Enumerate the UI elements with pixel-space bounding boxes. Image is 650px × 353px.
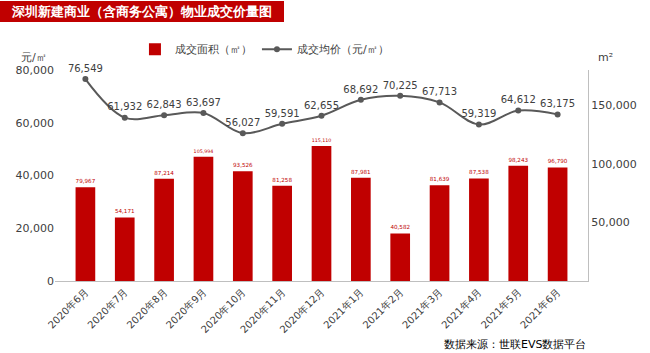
svg-text:67,713: 67,713 bbox=[422, 86, 457, 97]
svg-text:2020年8月: 2020年8月 bbox=[125, 286, 169, 330]
svg-text:2021年4月: 2021年4月 bbox=[439, 286, 483, 330]
svg-text:0: 0 bbox=[47, 275, 54, 288]
svg-text:2020年12月: 2020年12月 bbox=[278, 286, 327, 335]
svg-text:68,692: 68,692 bbox=[343, 84, 378, 95]
svg-text:40,000: 40,000 bbox=[16, 169, 55, 182]
svg-text:80,000: 80,000 bbox=[16, 64, 55, 77]
svg-text:56,027: 56,027 bbox=[225, 117, 260, 128]
svg-text:115,110: 115,110 bbox=[312, 138, 332, 143]
svg-text:2020年11月: 2020年11月 bbox=[238, 286, 287, 335]
svg-text:59,319: 59,319 bbox=[461, 108, 496, 119]
svg-text:64,612: 64,612 bbox=[501, 94, 536, 105]
svg-text:70,225: 70,225 bbox=[383, 80, 418, 91]
svg-text:元/㎡: 元/㎡ bbox=[21, 51, 47, 64]
svg-text:105,994: 105,994 bbox=[194, 149, 214, 154]
svg-text:20,000: 20,000 bbox=[16, 222, 55, 235]
svg-text:m²: m² bbox=[598, 51, 613, 64]
svg-text:2021年3月: 2021年3月 bbox=[400, 286, 444, 330]
svg-text:59,591: 59,591 bbox=[265, 108, 300, 119]
svg-text:2020年6月: 2020年6月 bbox=[46, 286, 90, 330]
svg-text:87,538: 87,538 bbox=[469, 169, 489, 175]
svg-text:40,582: 40,582 bbox=[390, 224, 410, 230]
svg-text:54,171: 54,171 bbox=[115, 208, 135, 214]
svg-text:2021年1月: 2021年1月 bbox=[321, 286, 365, 330]
svg-text:2020年7月: 2020年7月 bbox=[85, 286, 129, 330]
svg-text:数据来源：世联EVS数据平台: 数据来源：世联EVS数据平台 bbox=[444, 338, 586, 351]
svg-text:2021年6月: 2021年6月 bbox=[518, 286, 562, 330]
svg-text:87,214: 87,214 bbox=[154, 170, 174, 176]
svg-text:61,932: 61,932 bbox=[107, 101, 142, 112]
svg-text:96,790: 96,790 bbox=[548, 158, 568, 164]
svg-text:150,000: 150,000 bbox=[591, 99, 637, 112]
svg-text:2020年9月: 2020年9月 bbox=[164, 286, 208, 330]
svg-text:63,175: 63,175 bbox=[540, 98, 575, 109]
svg-text:100,000: 100,000 bbox=[591, 158, 637, 171]
svg-text:81,639: 81,639 bbox=[430, 176, 450, 182]
svg-text:50,000: 50,000 bbox=[591, 216, 630, 229]
svg-text:2021年5月: 2021年5月 bbox=[479, 286, 523, 330]
svg-text:2020年10月: 2020年10月 bbox=[199, 286, 248, 335]
svg-text:87,981: 87,981 bbox=[351, 169, 371, 175]
svg-text:62,843: 62,843 bbox=[147, 99, 182, 110]
svg-text:76,549: 76,549 bbox=[68, 63, 103, 74]
svg-text:62,655: 62,655 bbox=[304, 100, 339, 111]
svg-text:63,697: 63,697 bbox=[186, 97, 221, 108]
html-text:深圳新建商业（含商务公寓）物业成交价量图: 深圳新建商业（含商务公寓）物业成交价量图 bbox=[12, 4, 272, 19]
svg-text:2021年2月: 2021年2月 bbox=[361, 286, 405, 330]
svg-text:93,526: 93,526 bbox=[233, 162, 253, 168]
svg-text:98,243: 98,243 bbox=[508, 157, 528, 163]
svg-text:成交面积（㎡）: 成交面积（㎡） bbox=[175, 43, 252, 56]
svg-text:79,967: 79,967 bbox=[76, 178, 96, 184]
svg-text:60,000: 60,000 bbox=[16, 117, 55, 130]
svg-text:81,258: 81,258 bbox=[272, 177, 292, 183]
svg-text:成交均价（元/㎡）: 成交均价（元/㎡） bbox=[297, 43, 389, 56]
